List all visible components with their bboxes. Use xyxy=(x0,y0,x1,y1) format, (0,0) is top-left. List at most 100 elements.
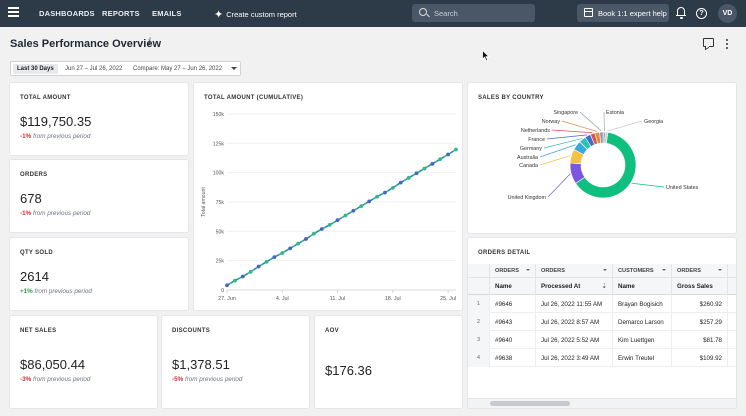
table-group-header-row: ORDERS ORDERS CUSTOMERS ORDERS xyxy=(468,264,736,278)
data-point xyxy=(319,227,324,231)
data-point xyxy=(438,157,443,162)
group-header: ORDERS xyxy=(536,264,613,278)
help-icon[interactable]: ? xyxy=(696,8,707,19)
x-tick-label: 18. Jul xyxy=(385,296,401,302)
data-point xyxy=(304,237,308,241)
compare-range-text: Compare: May 27 – Jun 26, 2022 xyxy=(133,65,223,72)
leader-line xyxy=(539,144,576,158)
kpi-card-net-sales: NET SALES $86,050.44 -3% from previous p… xyxy=(10,316,157,408)
row-number: 3 xyxy=(468,331,490,349)
data-point xyxy=(232,278,237,283)
data-point xyxy=(343,213,348,218)
kpi-title: ORDERS xyxy=(20,172,48,178)
date-preset-tag: Last 30 Days xyxy=(13,64,58,74)
gross-sales-cell: $109.92 xyxy=(672,349,728,367)
leader-line xyxy=(561,120,598,132)
table-row[interactable]: 2 #9643 Jul 26, 2022 8:57 AM Demarco Larson… xyxy=(468,313,736,331)
data-point xyxy=(398,180,403,185)
row-number: 1 xyxy=(468,295,490,313)
column-header[interactable]: Name xyxy=(490,278,536,295)
kpi-delta: -5% from previous period xyxy=(172,376,242,383)
table-row[interactable]: 1 #9646 Jul 26, 2022 11:55 AM Brayan Bogisi… xyxy=(468,295,736,313)
customer-name-cell: Erwin Treutel xyxy=(613,349,672,367)
sort-icon[interactable]: ⇣ xyxy=(601,283,607,290)
row-number-header xyxy=(468,278,490,295)
kpi-value: $86,050.44 xyxy=(20,357,86,372)
leader-line xyxy=(551,129,593,134)
book-expert-help-button[interactable]: Book 1:1 expert help xyxy=(577,4,669,22)
kpi-card-qty-sold: QTY SOLD 2614 +1% from previous period xyxy=(10,238,188,310)
customer-name-cell: Brayan Bogisich xyxy=(613,295,672,313)
horizontal-scrollbar[interactable] xyxy=(468,398,736,408)
x-tick-label: 4. Jul xyxy=(276,296,289,302)
data-point xyxy=(240,274,245,279)
date-range-text: Jun 27 – Jul 26, 2022 xyxy=(65,65,123,72)
order-name-cell: #9646 xyxy=(490,295,536,313)
x-tick-label: 27. Jun xyxy=(218,296,236,302)
data-point xyxy=(272,255,277,260)
kpi-value: 2614 xyxy=(20,269,49,284)
leader-line xyxy=(539,155,571,166)
kpi-title: QTY SOLD xyxy=(20,250,53,256)
y-tick-label: 75k xyxy=(216,200,225,206)
column-header[interactable]: Name xyxy=(613,278,672,295)
column-header[interactable]: Gross Sales xyxy=(672,278,728,295)
chart-title: TOTAL AMOUNT (CUMULATIVE) xyxy=(204,95,304,101)
gross-sales-cell: $257.29 xyxy=(672,313,728,331)
search-input[interactable]: Search xyxy=(412,4,535,22)
notifications-bell-icon[interactable] xyxy=(676,7,686,19)
data-point xyxy=(430,161,435,166)
processed-at-cell: Jul 26, 2022 3:49 AM xyxy=(536,349,613,367)
processed-at-cell: Jul 26, 2022 11:55 AM xyxy=(536,295,613,313)
row-number-header xyxy=(468,264,490,278)
table-row[interactable]: 3 #9640 Jul 26, 2022 5:52 AM Kim Luettgen $8… xyxy=(468,331,736,349)
kpi-card-discounts: DISCOUNTS $1,378.51 -5% from previous pe… xyxy=(162,316,309,408)
y-tick-label: 50k xyxy=(216,229,225,235)
column-header[interactable]: Processed At ⇣ xyxy=(536,278,613,295)
kpi-delta-text: from previous period xyxy=(34,288,92,295)
data-point xyxy=(446,152,451,157)
chevron-down-icon[interactable] xyxy=(718,269,722,271)
chevron-down-icon[interactable] xyxy=(603,269,607,271)
data-point xyxy=(383,190,387,195)
data-point xyxy=(311,231,316,236)
leader-line xyxy=(606,120,643,132)
kpi-delta: -1% from previous period xyxy=(20,133,90,140)
y-tick-label: 25k xyxy=(216,259,225,265)
kpi-delta: -1% from previous period xyxy=(20,210,90,217)
chevron-down-icon[interactable] xyxy=(526,269,530,271)
leader-line xyxy=(579,111,602,132)
nav-dashboards[interactable]: DASHBOARDS xyxy=(39,9,95,18)
x-tick-label: 25. Jul xyxy=(440,296,456,302)
kpi-title: AOV xyxy=(325,328,339,334)
create-custom-report-button[interactable]: ✦ Create custom report xyxy=(214,7,297,21)
avatar[interactable]: VD xyxy=(718,4,737,23)
customer-name-cell: Demarco Larson xyxy=(613,313,672,331)
gross-sales-cell: $260.92 xyxy=(672,295,728,313)
table-row[interactable]: 4 #9638 Jul 26, 2022 3:49 AM Erwin Treutel $… xyxy=(468,349,736,367)
info-icon[interactable]: i xyxy=(148,37,152,48)
more-options-icon[interactable] xyxy=(726,39,729,51)
donut-slice xyxy=(604,131,609,144)
y-tick-label: 0 xyxy=(221,288,224,294)
calendar-icon xyxy=(584,8,593,17)
slice-label: Germany xyxy=(520,146,542,152)
slice-label: United States xyxy=(666,185,699,191)
order-name-cell: #9640 xyxy=(490,331,536,349)
data-point xyxy=(367,199,372,204)
mouse-cursor-icon xyxy=(482,50,490,62)
slice-label: Singapore xyxy=(553,110,578,116)
x-tick-label: 11. Jul xyxy=(330,296,345,302)
scrollbar-thumb[interactable] xyxy=(490,401,570,406)
nav-reports[interactable]: REPORTS xyxy=(102,9,140,18)
slice-label: Georgia xyxy=(644,119,663,125)
menu-icon[interactable] xyxy=(8,7,19,19)
chevron-down-icon[interactable] xyxy=(662,269,666,271)
comment-icon[interactable] xyxy=(703,38,714,47)
data-point xyxy=(351,208,356,213)
nav-emails[interactable]: EMAILS xyxy=(152,9,182,18)
data-point xyxy=(422,166,427,171)
create-custom-report-label: Create custom report xyxy=(226,10,297,19)
kpi-delta-text: from previous period xyxy=(32,376,91,383)
date-range-picker[interactable]: Last 30 Days Jun 27 – Jul 26, 2022 Compa… xyxy=(10,61,241,76)
